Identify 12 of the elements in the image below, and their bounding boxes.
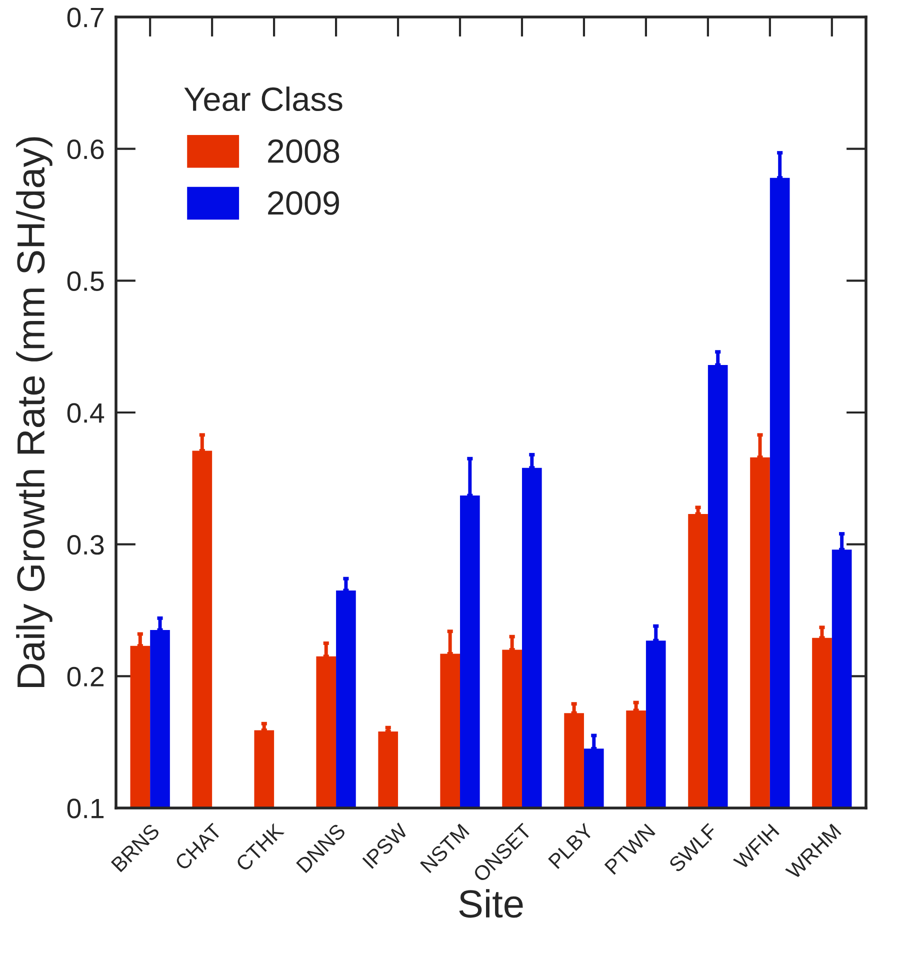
legend-label: 2009 — [268, 191, 339, 215]
legend-title: Year Class — [184, 86, 342, 112]
y-tick-label: 0.2 — [67, 666, 104, 687]
y-tick-label: 0.5 — [67, 271, 104, 292]
y-tick-label: 0.6 — [67, 140, 104, 160]
y-tick-label: 0.4 — [67, 403, 104, 423]
x-axis-title: Site — [459, 889, 523, 918]
y-axis-title: Daily Growth Rate (mm SH/day) — [16, 137, 52, 687]
y-tick-label: 0.7 — [67, 8, 104, 28]
y-tick-label: 0.1 — [67, 798, 104, 818]
legend-label: 2008 — [268, 139, 340, 163]
y-tick-label: 0.3 — [67, 535, 104, 555]
